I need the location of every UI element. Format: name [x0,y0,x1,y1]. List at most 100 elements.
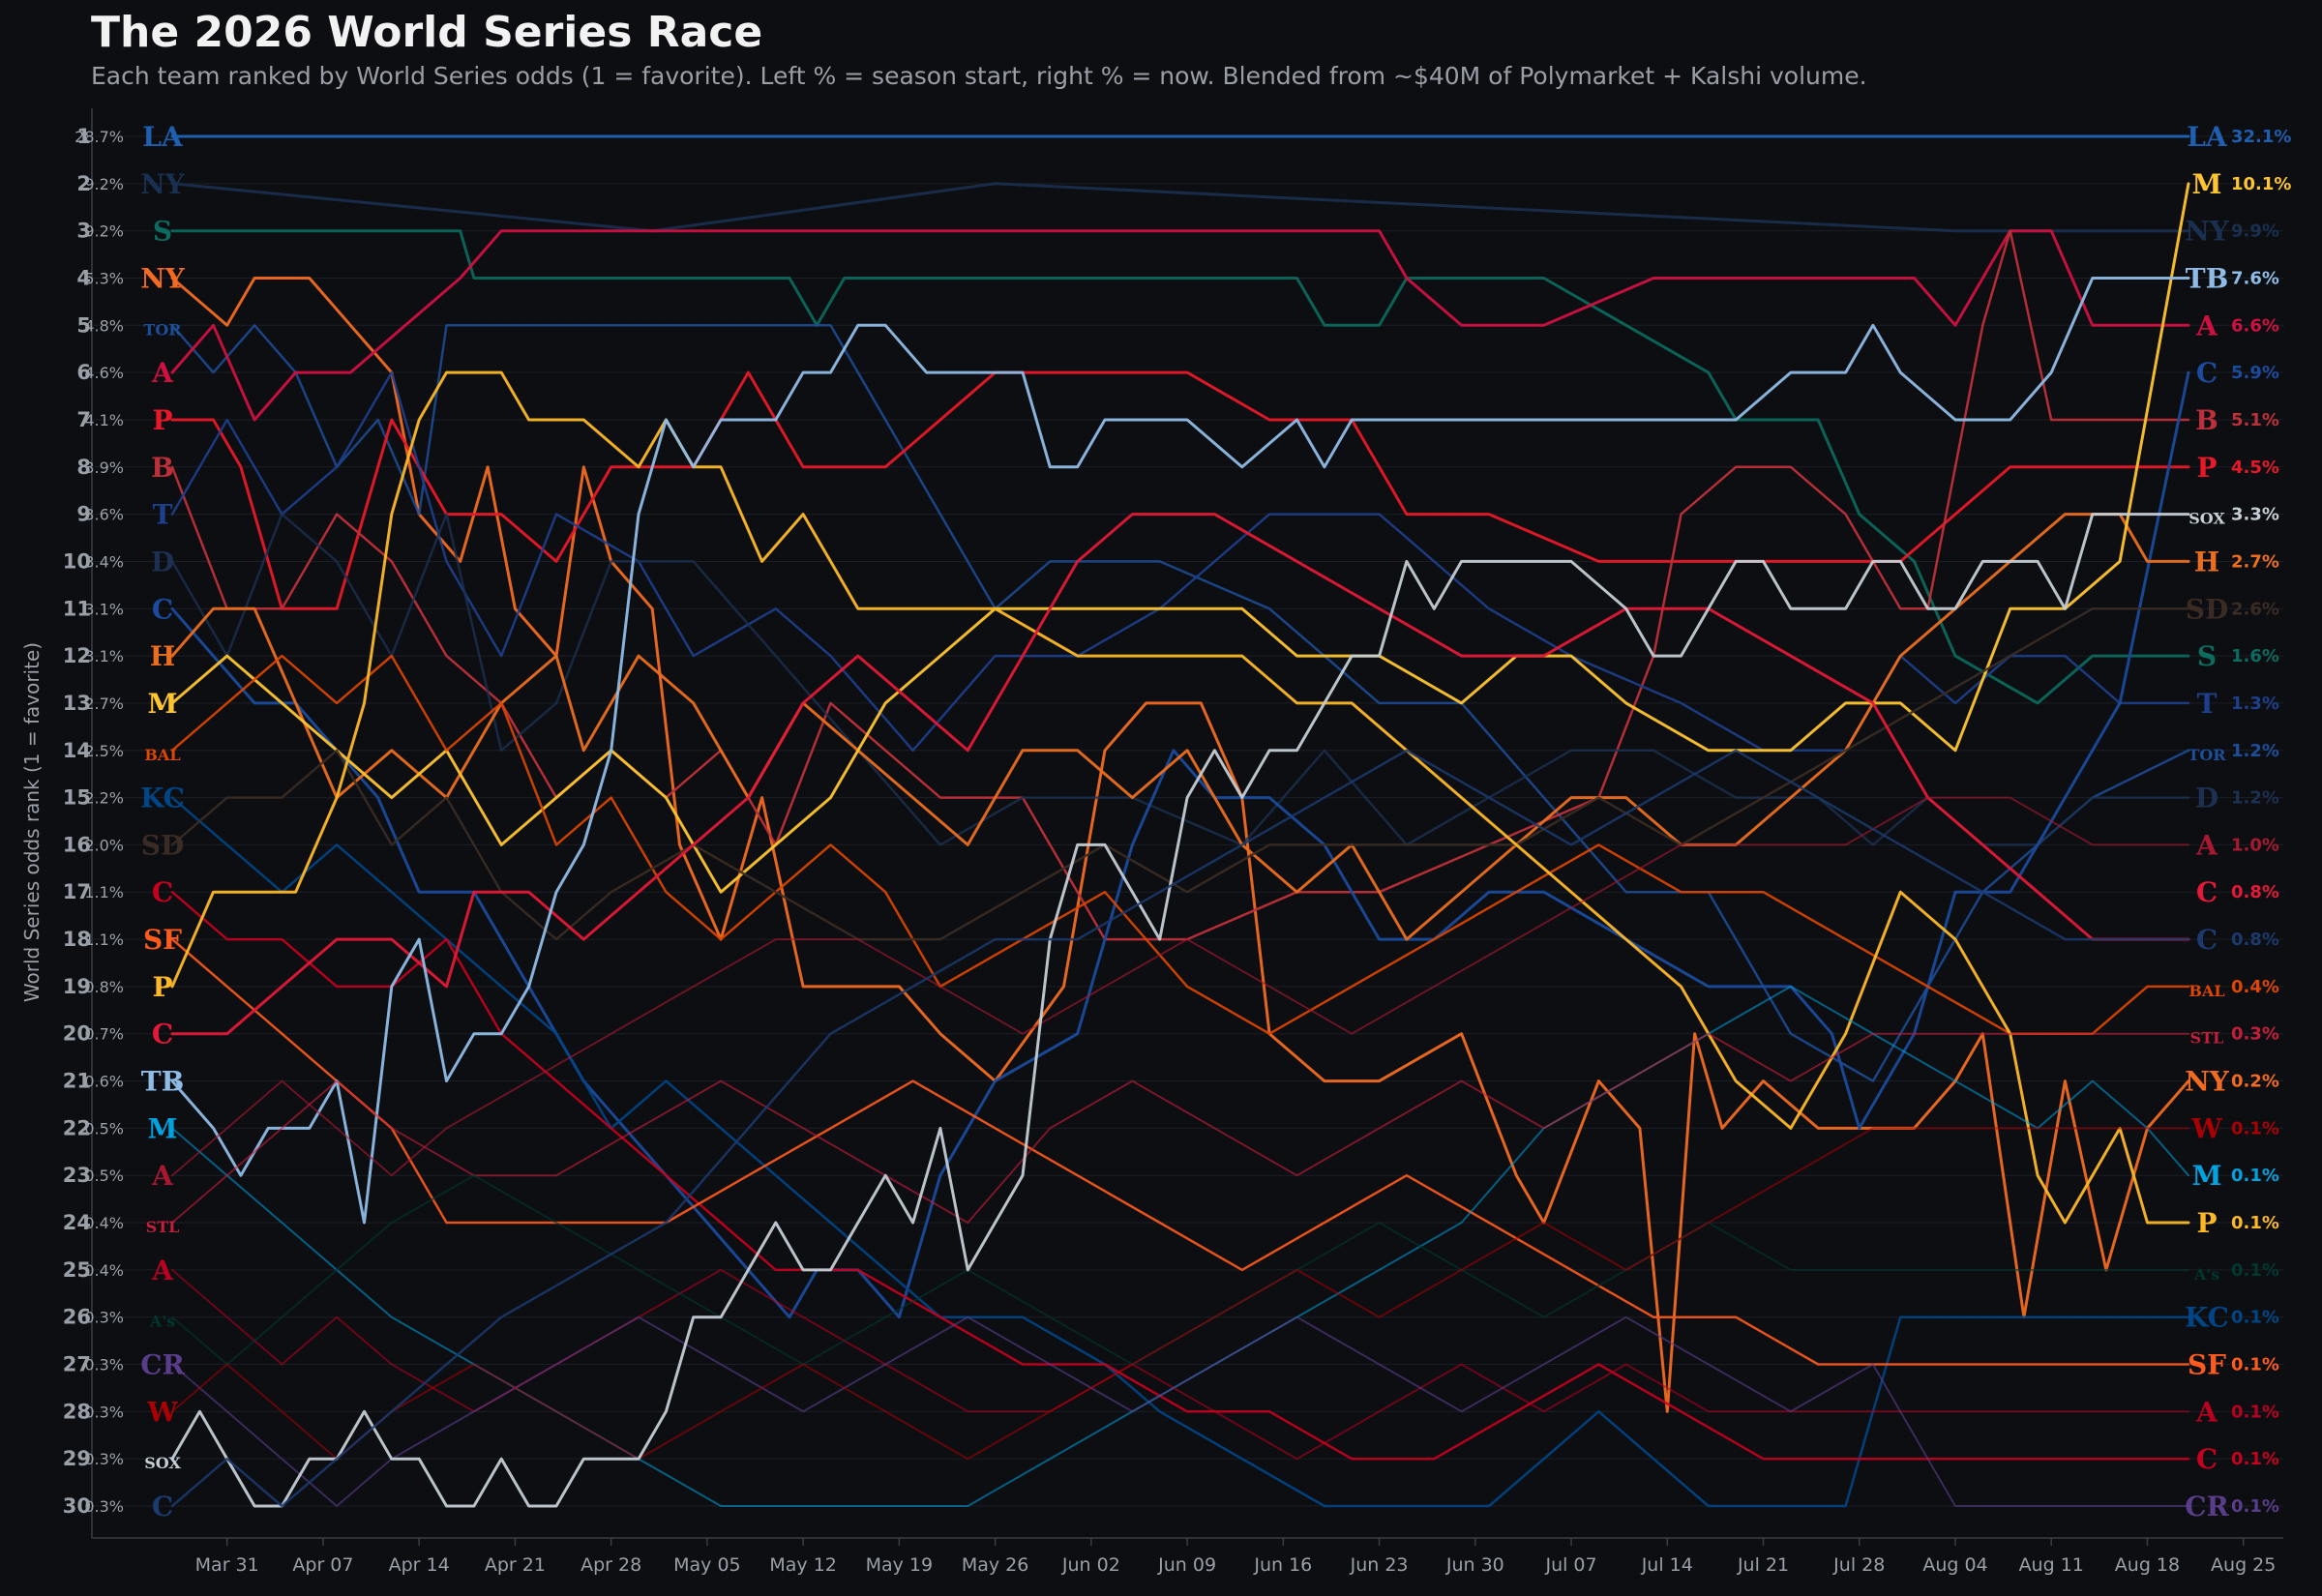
team-logo-icon: A's [2193,1265,2219,1284]
end-pct-label: 0.1% [2231,1166,2279,1186]
y-tick-label: 18 [63,928,91,951]
end-pct-label: 1.2% [2231,741,2279,761]
team-logo-icon: BAL [2188,982,2224,1000]
y-tick-label: 9 [76,503,91,526]
end-pct-label: 0.2% [2231,1072,2279,1092]
chart-axes: Mar 31 Apr 07 Apr 14 Apr 21 Apr 28 May 05 May … [63,108,2283,1576]
y-tick-label: 23 [63,1164,91,1187]
team-logo-icon: C [152,1491,173,1522]
team-logo-icon: NY [140,168,186,200]
x-tick-label: Apr 28 [580,1554,641,1576]
start-pct-label: 0.3% [84,1356,124,1374]
team-logo-icon: A's [149,1313,175,1331]
end-pct-label: 5.9% [2231,363,2279,383]
y-tick-label: 1 [76,125,91,148]
start-pct-label: 9.2% [84,222,124,241]
end-pct-label: 1.2% [2231,788,2279,809]
start-pct-label: 0.3% [84,1497,124,1516]
series-line-col [171,1315,2189,1507]
y-tick-label: 20 [63,1022,91,1046]
end-pct-label: 0.1% [2231,1355,2279,1375]
start-pct-label: 2.5% [84,742,124,760]
team-logo-icon: STL [146,1218,180,1236]
y-tick-label: 30 [63,1494,91,1518]
team-logo-icon: KC [140,783,185,814]
team-logo-icon: P [2196,1207,2217,1239]
team-logo-icon: S [2197,640,2217,672]
end-pct-label: 0.4% [2231,977,2279,997]
start-pct-label: 3.9% [84,458,124,477]
end-pct-label: 0.1% [2231,1308,2279,1328]
x-tick-label: Jun 23 [1350,1554,1409,1576]
y-tick-label: 11 [63,597,91,620]
start-pct-label: 4.1% [84,411,124,429]
end-pct-label: 1.3% [2231,694,2279,714]
team-logo-icon: SOX [144,1454,181,1472]
team-logo-icon: W [146,1396,178,1428]
team-logo-icon: A [151,357,174,389]
team-logo-icon: B [2195,404,2218,436]
x-tick-label: May 12 [769,1554,837,1576]
team-logo-icon: C [2196,924,2218,956]
start-pct-label: 0.4% [84,1214,124,1232]
start-pct-label: 1.1% [84,883,124,901]
end-pct-label: 2.6% [2231,599,2279,619]
series-line-phi [170,370,2190,610]
team-logo-icon: KC [2185,1302,2229,1334]
y-tick-label: 29 [63,1447,91,1470]
team-logo-icon: H [2194,546,2219,577]
x-tick-label: May 05 [673,1554,741,1576]
team-logo-icon: SOX [2188,510,2225,528]
start-pct-label: 0.5% [84,1167,124,1185]
series-line-wsh [171,1127,2189,1461]
series-line-tb [170,277,2190,1225]
series-line-nyy [170,182,2190,233]
y-tick-label: 22 [63,1116,91,1139]
y-tick-label: 16 [63,833,91,856]
series-line-sea [170,229,2190,705]
team-logo-icon: SD [141,829,185,861]
x-tick-label: Jun 30 [1445,1554,1504,1576]
series-line-pit [170,370,2190,1225]
team-logo-icon: D [151,546,174,577]
x-tick-label: Apr 07 [292,1554,353,1576]
series-line-atl [170,229,2190,422]
team-logo-icon: C [152,1019,173,1050]
start-pct-label: 1.1% [84,931,124,949]
x-tick-label: May 26 [962,1554,1029,1576]
series-line-cws [170,513,2190,1508]
start-pct-label: 9.2% [84,175,124,193]
x-tick-label: Jun 02 [1061,1554,1120,1576]
team-logo-icon: TOR [2188,746,2226,764]
start-pct-label: 3.6% [84,506,124,524]
start-pct-label: 4.6% [84,364,124,382]
team-logo-icon: P [152,971,172,1003]
team-logo-icon: S [153,216,172,248]
team-logo-icon: C [2196,1443,2218,1475]
series-line-mia [171,985,2189,1507]
end-pct-label: 7.6% [2231,268,2279,288]
x-tick-label: Jul 07 [1544,1554,1596,1576]
x-tick-label: Jun 16 [1253,1554,1312,1576]
team-logo-icon: A [2195,310,2218,341]
team-logo-icon: SD [2186,593,2229,625]
y-tick-label: 27 [63,1353,91,1376]
y-tick-label: 21 [63,1070,91,1093]
end-pct-label: 2.7% [2231,551,2279,572]
team-logo-icon: H [150,640,175,672]
team-logo-icon: A [151,1160,174,1192]
team-logo-icon: M [2192,168,2222,200]
start-pct-label: 0.7% [84,1025,124,1044]
start-pct-label: 5.3% [84,269,124,287]
series-line-stl [171,1032,2189,1224]
end-pct-label: 9.9% [2231,222,2279,242]
start-pct-label: 28.7% [74,128,124,146]
series-line-cle [170,513,2190,1036]
x-tick-label: Apr 21 [485,1554,546,1576]
start-pct-label: 0.5% [84,1119,124,1138]
x-tick-label: Aug 11 [2019,1554,2084,1576]
team-logo-icon: P [2196,452,2217,484]
team-series [170,134,2190,1508]
series-line-sf [170,937,2190,1366]
team-logo-icon: BAL [144,746,180,764]
